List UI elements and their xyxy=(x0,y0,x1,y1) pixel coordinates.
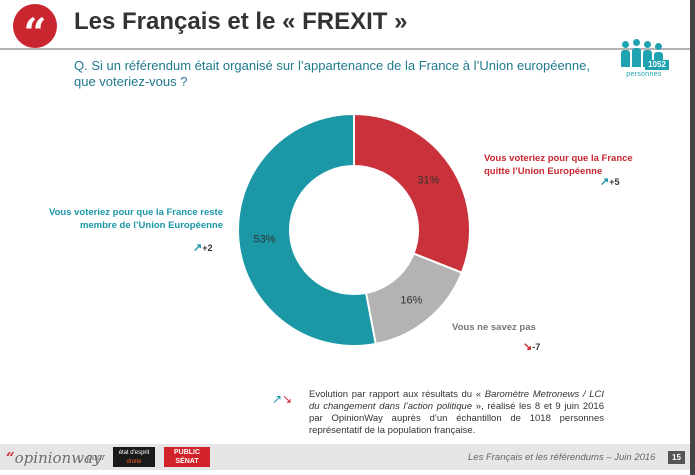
annotation-stay-line-2: membre de l’Union Européenne xyxy=(79,220,223,231)
public-senat-logo: PUBLIC SÉNAT xyxy=(164,447,210,467)
person-head-icon xyxy=(622,41,629,48)
person-head-icon xyxy=(644,41,651,48)
footer: “opinionway pour état d'esprit droite PU… xyxy=(0,444,695,470)
annotation-leave-line-2: quitte l’Union Européenne xyxy=(484,166,603,177)
delta-dont-know-value: -7 xyxy=(532,342,541,352)
donut-slice-0 xyxy=(353,112,471,275)
donut-slice-label-1: 16% xyxy=(400,294,422,306)
delta-stay-value: +2 xyxy=(202,243,213,253)
person-icon xyxy=(632,48,641,67)
legend-suffix: », réalisé les 8 et 9 juin 2016 par Opin… xyxy=(309,401,604,436)
footer-pour: pour xyxy=(87,452,106,462)
logo1-line-2: droite xyxy=(126,459,142,465)
delta-dont-know: ↘-7 xyxy=(523,340,540,353)
brand-quote: “ xyxy=(6,449,15,467)
arrow-up-icon: ↗ xyxy=(193,242,203,254)
legend-source: Baromètre Metronews / LCI du changement … xyxy=(309,389,604,412)
logo1-line-1: état d'esprit xyxy=(118,450,150,456)
annotation-dont-know-line-1: Vous ne savez pas xyxy=(452,322,536,333)
person-head-icon xyxy=(655,43,662,50)
page-edge xyxy=(690,0,695,475)
annotation-stay-line-1: Vous voteriez pour que la France reste xyxy=(48,207,223,218)
donut-slice-label-0: 31% xyxy=(417,174,439,186)
annotation-dont-know: Vous ne savez pas xyxy=(452,321,572,334)
page-number: 15 xyxy=(668,451,685,464)
question-line-1: Q. Si un référendum était organisé sur l… xyxy=(74,58,590,73)
person-icon xyxy=(654,52,663,67)
delta-leave-value: +5 xyxy=(609,177,620,187)
person-icon xyxy=(643,50,652,67)
person-icon xyxy=(621,50,630,67)
arrow-down-icon: ↘ xyxy=(282,392,293,406)
delta-stay: ↗+2 xyxy=(193,241,212,254)
opinionway-logo: “opinionway xyxy=(6,449,101,467)
legend-arrows: ↗↘ xyxy=(272,392,292,406)
sample-label: personnes xyxy=(626,71,662,78)
question-line-2: que voteriez-vous ? xyxy=(74,74,188,89)
delta-leave: ↗+5 xyxy=(600,175,619,188)
footer-caption: Les Français et les référendums – Juin 2… xyxy=(468,452,656,463)
sample-size-badge: 1052 personnes xyxy=(619,39,669,81)
brand-name: opinionway xyxy=(14,449,102,467)
arrow-up-icon: ↗ xyxy=(600,176,610,188)
legend-note: Evolution par rapport aux résultats du «… xyxy=(309,389,604,437)
annotation-leave-line-1: Vous voteriez pour que la France xyxy=(484,153,633,164)
etat-d-esprit-logo: état d'esprit droite xyxy=(113,447,155,467)
annotation-stay: Vous voteriez pour que la France reste m… xyxy=(40,206,223,232)
survey-question: Q. Si un référendum était organisé sur l… xyxy=(74,58,634,90)
arrow-down-icon: ↘ xyxy=(523,341,533,353)
quote-icon: “ xyxy=(13,4,57,57)
title-divider xyxy=(0,48,690,50)
person-head-icon xyxy=(633,39,640,46)
logo2-line-2: SÉNAT xyxy=(175,458,199,465)
legend-prefix: Evolution par rapport aux résultats du « xyxy=(309,389,485,400)
logo2-line-1: PUBLIC xyxy=(173,449,201,456)
arrow-up-icon: ↗ xyxy=(272,392,283,406)
page-title: Les Français et le « FREXIT » xyxy=(74,8,408,35)
sample-count: 1052 xyxy=(645,60,669,70)
donut-slice-2 xyxy=(237,112,377,347)
donut-slice-label-2: 53% xyxy=(253,233,275,245)
annotation-leave: Vous voteriez pour que la France quitte … xyxy=(484,152,644,178)
